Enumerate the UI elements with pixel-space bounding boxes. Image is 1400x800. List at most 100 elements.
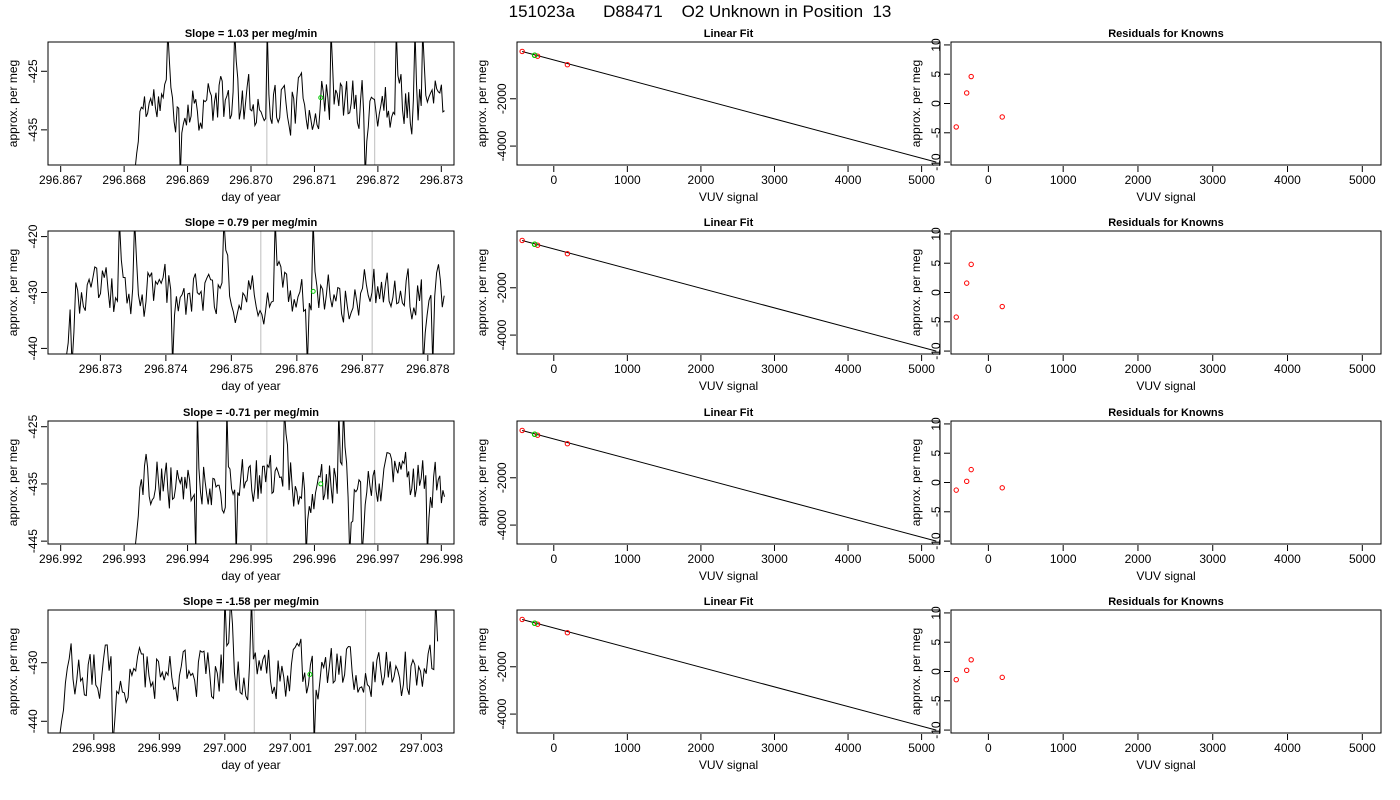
known-point xyxy=(534,621,541,627)
y-tick-label: -5 xyxy=(929,127,943,138)
x-tick-label: 2000 xyxy=(688,552,715,566)
plot-area xyxy=(519,427,937,542)
chart-title: Slope = 0.79 per meg/min xyxy=(185,217,318,229)
chart-title: Linear Fit xyxy=(704,28,754,40)
x-axis-label: day of year xyxy=(221,758,280,772)
x-tick-label: 296.997 xyxy=(356,552,400,566)
x-tick-label: 297.001 xyxy=(269,741,313,755)
unknown-point xyxy=(531,241,538,248)
plot-area xyxy=(66,231,445,354)
unknown-point xyxy=(318,481,324,487)
plot-area xyxy=(519,237,937,352)
plot-frame xyxy=(516,41,941,166)
y-tick-label: -10 xyxy=(929,342,943,360)
residual-point xyxy=(968,466,974,473)
x-tick-label: 296.870 xyxy=(229,173,273,187)
chart-panel-2-fit: Linear Fit 0 1000 2000 3000 4000 5000 -2000 -400… xyxy=(475,407,941,583)
y-tick-label: -425 xyxy=(26,59,40,83)
x-tick-label: 296.998 xyxy=(420,552,464,566)
y-axis-label: approx. per meg xyxy=(6,628,20,715)
x-tick-label: 296.992 xyxy=(39,552,83,566)
x-axis-label: VUV signal xyxy=(1136,758,1195,772)
y-tick-label: 5 xyxy=(929,260,943,267)
y-tick-label: 10 xyxy=(929,38,943,52)
x-tick-label: 296.995 xyxy=(229,552,273,566)
y-tick-label: -435 xyxy=(26,472,40,496)
unknown-point xyxy=(531,431,538,438)
y-tick-label: -5 xyxy=(929,506,943,517)
residual-point xyxy=(953,487,959,493)
plot-area xyxy=(135,421,445,544)
plot-frame xyxy=(950,420,1382,545)
x-tick-label: 1000 xyxy=(614,552,641,566)
known-point xyxy=(534,242,541,248)
chart-panel-2-resid: Residuals for Knowns 0 1000 2000 3000 4000 500… xyxy=(909,407,1382,583)
plot-area xyxy=(953,261,1005,320)
residual-point xyxy=(953,124,959,130)
residual-point xyxy=(953,314,959,320)
x-tick-label: 3000 xyxy=(1199,173,1226,187)
x-tick-label: 1000 xyxy=(614,173,641,187)
y-tick-label: 0 xyxy=(929,289,943,296)
y-axis-label: approx. per meg xyxy=(909,628,923,715)
page-title: 151023a D88471 O2 Unknown in Position 13 xyxy=(508,2,892,21)
series-line xyxy=(66,231,445,354)
chart-panel-3-resid: Residuals for Knowns 0 1000 2000 3000 4000 500… xyxy=(909,596,1382,772)
y-tick-label: 0 xyxy=(929,479,943,486)
y-tick-label: -445 xyxy=(26,529,40,553)
x-tick-label: 5000 xyxy=(1349,552,1376,566)
x-tick-label: 0 xyxy=(550,173,557,187)
y-axis-label: approx. per meg xyxy=(475,439,489,526)
fit-line xyxy=(522,429,937,542)
residual-point xyxy=(999,303,1005,310)
plot-frame xyxy=(47,230,455,355)
y-tick-label: 10 xyxy=(929,606,943,620)
y-axis-label: approx. per meg xyxy=(909,439,923,526)
x-tick-label: 5000 xyxy=(1349,741,1376,755)
x-tick-label: 296.877 xyxy=(341,362,385,376)
x-tick-label: 297.003 xyxy=(400,741,444,755)
known-point xyxy=(519,427,525,434)
x-axis-label: VUV signal xyxy=(699,758,758,772)
x-axis-label: day of year xyxy=(221,569,280,583)
y-tick-label: 10 xyxy=(929,417,943,431)
x-tick-label: 4000 xyxy=(1274,362,1301,376)
known-point xyxy=(534,53,541,59)
x-tick-label: 3000 xyxy=(1199,741,1226,755)
x-tick-label: 2000 xyxy=(688,173,715,187)
plot-frame xyxy=(47,420,455,545)
chart-panel-2-time: Slope = -0.71 per meg/min 296.992 296.993 2… xyxy=(6,407,463,583)
x-tick-label: 0 xyxy=(985,741,992,755)
residual-point xyxy=(999,485,1005,491)
chart-panel-0-fit: Linear Fit 0 1000 2000 3000 4000 5000 -2000 -400… xyxy=(475,28,941,204)
x-tick-label: 0 xyxy=(985,173,992,187)
plot-area xyxy=(519,48,937,163)
fit-line xyxy=(522,50,937,163)
unknown-point xyxy=(310,288,316,294)
chart-title: Residuals for Knowns xyxy=(1108,28,1224,40)
known-point xyxy=(519,48,525,55)
known-point xyxy=(564,62,571,68)
y-tick-label: -425 xyxy=(26,414,40,438)
x-tick-label: 3000 xyxy=(761,741,788,755)
plot-frame xyxy=(47,609,455,734)
x-tick-label: 2000 xyxy=(1125,362,1152,376)
x-axis-label: VUV signal xyxy=(1136,379,1195,393)
y-tick-label: -4000 xyxy=(495,698,509,729)
x-tick-label: 1000 xyxy=(1050,741,1077,755)
chart-title: Slope = -0.71 per meg/min xyxy=(183,407,319,419)
x-tick-label: 296.996 xyxy=(293,552,337,566)
x-tick-label: 296.868 xyxy=(102,173,146,187)
x-tick-label: 296.876 xyxy=(275,362,319,376)
x-tick-label: 296.867 xyxy=(39,173,83,187)
plot-frame xyxy=(516,230,941,355)
y-tick-label: -10 xyxy=(929,721,943,739)
chart-panel-0-resid: Residuals for Knowns 0 1000 2000 3000 4000 500… xyxy=(909,28,1382,204)
chart-panel-0-time: Slope = 1.03 per meg/min 296.867 296.868 29… xyxy=(6,28,463,204)
x-axis-label: day of year xyxy=(221,190,280,204)
x-tick-label: 1000 xyxy=(1050,362,1077,376)
y-axis-label: approx. per meg xyxy=(475,249,489,336)
x-tick-label: 0 xyxy=(550,552,557,566)
x-tick-label: 296.873 xyxy=(79,362,123,376)
